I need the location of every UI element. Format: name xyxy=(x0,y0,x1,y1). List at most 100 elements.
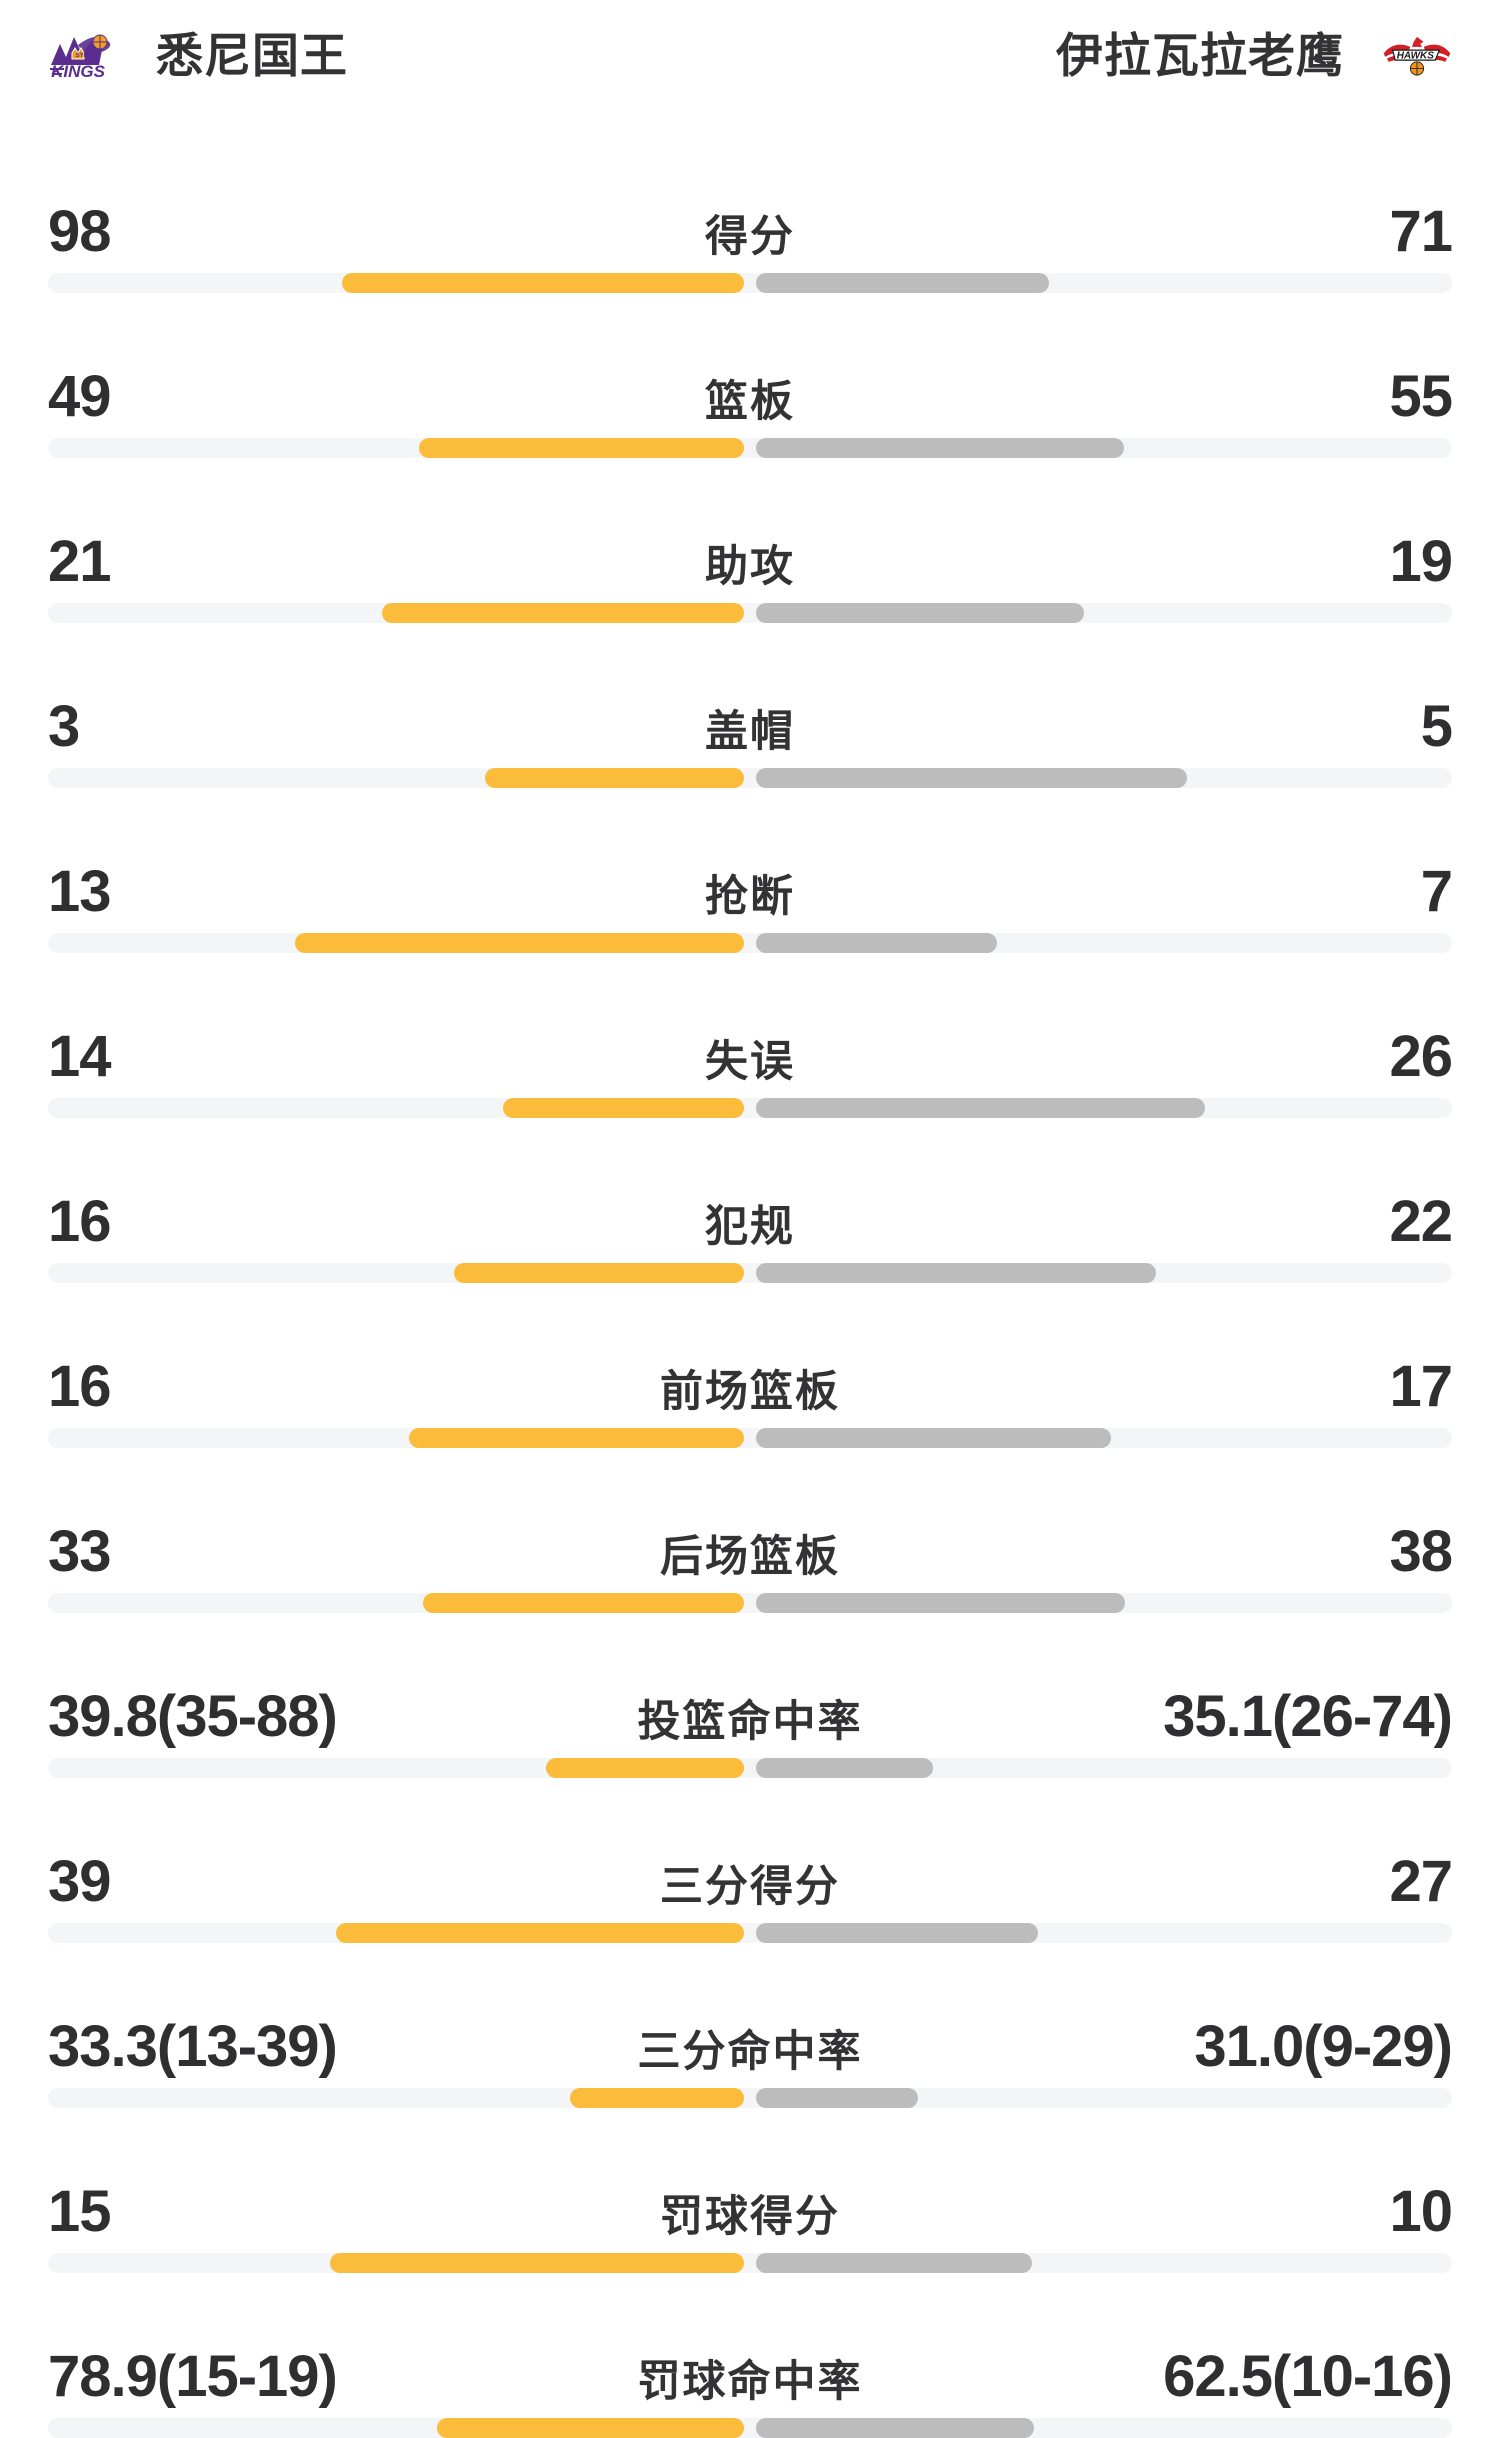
stats-list: 98 得分 71 49 篮板 55 21 助攻 19 xyxy=(48,199,1453,2438)
right-team-value: 10 xyxy=(1389,2179,1453,2244)
left-team-bar xyxy=(503,1098,744,1118)
stat-row: 33 后场篮板 38 xyxy=(48,1519,1453,1613)
stat-label: 失误 xyxy=(705,1038,795,1086)
right-team-value: 62.5(10-16) xyxy=(1163,2344,1453,2409)
stat-row: 3 盖帽 5 xyxy=(48,694,1453,788)
right-team-bar xyxy=(756,438,1124,458)
right-team-bar xyxy=(756,1923,1038,1943)
right-team-bar xyxy=(756,1263,1156,1283)
stat-label: 后场篮板 xyxy=(660,1533,840,1581)
stat-bar-track xyxy=(48,1428,1452,1448)
stat-bar-track xyxy=(48,1593,1452,1613)
teams-header: SYDNEY KINGS 悉尼国王 伊拉瓦拉老鹰 HAWKS xyxy=(48,30,1452,82)
stat-row: 39.8(35-88) 投篮命中率 35.1(26-74) xyxy=(48,1684,1453,1778)
right-team-value: 55 xyxy=(1389,364,1453,429)
right-team-value: 26 xyxy=(1389,1024,1453,1089)
stat-label: 得分 xyxy=(705,213,795,261)
left-team-bar xyxy=(382,603,744,623)
stat-bar-track xyxy=(48,438,1452,458)
svg-text:SYDNEY: SYDNEY xyxy=(76,53,101,59)
right-team-bar xyxy=(756,933,997,953)
right-team-bar xyxy=(756,1758,933,1778)
right-team: 伊拉瓦拉老鹰 HAWKS xyxy=(1056,30,1452,82)
left-team-value: 78.9(15-19) xyxy=(48,2344,338,2409)
stat-bar-track xyxy=(48,273,1452,293)
stat-bar-track xyxy=(48,1263,1452,1283)
right-team-bar xyxy=(756,1428,1111,1448)
left-team-bar xyxy=(336,1923,744,1943)
right-team-bar xyxy=(756,1593,1125,1613)
right-team-value: 27 xyxy=(1389,1849,1453,1914)
stat-row: 16 犯规 22 xyxy=(48,1189,1453,1283)
left-team-name: 悉尼国王 xyxy=(156,29,348,82)
left-team-bar xyxy=(423,1593,744,1613)
left-team-value: 33 xyxy=(48,1519,112,1584)
left-team-value: 21 xyxy=(48,529,112,594)
right-team-bar xyxy=(756,603,1084,623)
stat-label: 投篮命中率 xyxy=(637,1698,863,1746)
stat-row: 16 前场篮板 17 xyxy=(48,1354,1453,1448)
stat-label: 三分命中率 xyxy=(637,2028,863,2076)
left-team-value: 33.3(13-39) xyxy=(48,2014,338,2079)
stat-row: 13 抢断 7 xyxy=(48,859,1453,953)
right-team-value: 38 xyxy=(1389,1519,1453,1584)
left-team-value: 98 xyxy=(48,199,112,264)
stat-label: 助攻 xyxy=(705,543,795,591)
right-team-bar xyxy=(756,2418,1034,2438)
svg-text:HAWKS: HAWKS xyxy=(1397,51,1435,62)
stat-bar-track xyxy=(48,1923,1452,1943)
left-team-value: 39.8(35-88) xyxy=(48,1684,338,1749)
svg-text:KINGS: KINGS xyxy=(51,62,106,81)
stat-row: 33.3(13-39) 三分命中率 31.0(9-29) xyxy=(48,2014,1453,2108)
right-team-bar xyxy=(756,1098,1205,1118)
stat-bar-track xyxy=(48,1758,1452,1778)
stat-label: 篮板 xyxy=(705,378,795,426)
left-team-value: 16 xyxy=(48,1189,112,1254)
stat-row: 78.9(15-19) 罚球命中率 62.5(10-16) xyxy=(48,2344,1453,2438)
stat-row: 98 得分 71 xyxy=(48,199,1453,293)
stat-label: 罚球命中率 xyxy=(637,2358,863,2406)
sydney-kings-logo: SYDNEY KINGS xyxy=(50,34,111,81)
stat-row: 39 三分得分 27 xyxy=(48,1849,1453,1943)
stat-bar-track xyxy=(48,603,1452,623)
stat-bar-track xyxy=(48,2088,1452,2108)
left-team-bar xyxy=(546,1758,744,1778)
stat-row: 49 篮板 55 xyxy=(48,364,1453,458)
left-team: SYDNEY KINGS 悉尼国王 xyxy=(48,30,348,82)
right-team-value: 22 xyxy=(1389,1189,1453,1254)
right-team-value: 31.0(9-29) xyxy=(1194,2014,1453,2079)
left-team-bar xyxy=(454,1263,744,1283)
left-team-bar xyxy=(419,438,744,458)
left-team-value: 3 xyxy=(48,694,80,759)
stat-row: 14 失误 26 xyxy=(48,1024,1453,1118)
right-team-value: 5 xyxy=(1420,694,1453,759)
right-team-name: 伊拉瓦拉老鹰 xyxy=(1056,29,1344,82)
left-team-value: 14 xyxy=(48,1024,112,1089)
right-team-value: 7 xyxy=(1420,859,1453,924)
left-team-value: 16 xyxy=(48,1354,112,1419)
left-team-value: 13 xyxy=(48,859,112,924)
right-team-bar xyxy=(756,2088,918,2108)
left-team-bar xyxy=(437,2418,744,2438)
left-team-bar xyxy=(342,273,744,293)
stat-bar-track xyxy=(48,2253,1452,2273)
stat-row: 21 助攻 19 xyxy=(48,529,1453,623)
stat-label: 盖帽 xyxy=(705,708,795,756)
stat-label: 抢断 xyxy=(705,873,795,921)
right-team-bar xyxy=(756,2253,1032,2273)
stat-label: 犯规 xyxy=(705,1203,795,1251)
left-team-value: 39 xyxy=(48,1849,112,1914)
right-team-value: 19 xyxy=(1389,529,1453,594)
stat-label: 前场篮板 xyxy=(660,1368,840,1416)
stat-label: 罚球得分 xyxy=(660,2193,840,2241)
stat-row: 15 罚球得分 10 xyxy=(48,2179,1453,2273)
stat-bar-track xyxy=(48,768,1452,788)
right-team-bar xyxy=(756,768,1187,788)
left-team-bar xyxy=(295,933,744,953)
stat-bar-track xyxy=(48,1098,1452,1118)
left-team-value: 15 xyxy=(48,2179,112,2244)
right-team-value: 35.1(26-74) xyxy=(1163,1684,1453,1749)
right-team-value: 71 xyxy=(1389,199,1453,264)
left-team-bar xyxy=(409,1428,744,1448)
